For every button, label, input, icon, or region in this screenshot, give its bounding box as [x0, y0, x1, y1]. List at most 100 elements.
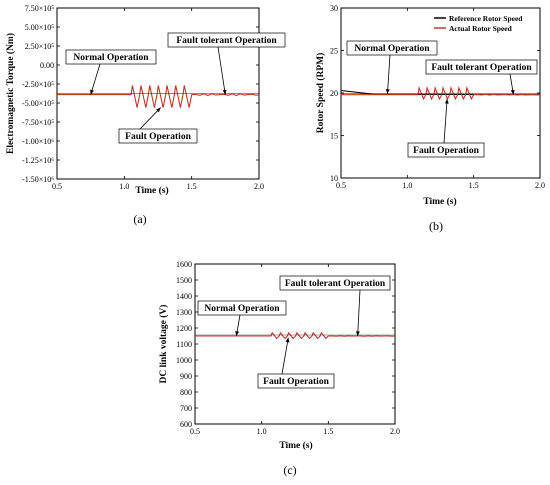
annotation-fault-tolerant-operation: Fault tolerant Operation	[279, 275, 391, 337]
y-tick-label: 20	[330, 89, 338, 98]
annotation-box	[167, 32, 286, 48]
y-tick-label: 10	[330, 174, 338, 183]
x-tick-label: 1.5	[323, 427, 333, 436]
chart-b: 0.5 1.0 1.5 2.0 10 15 20 25 30 Time (s) Rotor Spee…	[315, 4, 545, 233]
y-tick-label: 1500	[176, 276, 192, 285]
y-tick-label: 600	[180, 420, 192, 429]
annotation-box	[197, 300, 287, 316]
x-tick-label: 1.5	[187, 182, 197, 191]
annotation-text: Normal Operation	[73, 53, 149, 63]
x-tick-label: 1.0	[402, 181, 412, 190]
chart-a: 0.5 1.0 1.5 2.0 7.50×10⁵ 5.00×10⁵ 2.50×10⁵ 0.00…	[5, 4, 286, 226]
x-tick-label: 2.0	[390, 427, 400, 436]
annotation-box	[425, 59, 538, 75]
annotation-text: Fault Operation	[413, 146, 479, 156]
annotation-normal-operation: Normal Operation	[65, 49, 157, 95]
y-tick-label: 800	[180, 388, 192, 397]
annotation-fault-tolerant-operation: Fault tolerant Operation	[425, 59, 538, 95]
x-tick-label: 1.0	[119, 182, 129, 191]
annotation-text: Fault tolerant Operation	[176, 36, 277, 46]
y-axis-label: Rotor Speed (RPM)	[315, 53, 326, 134]
annotation-arrow	[217, 46, 226, 95]
annotation-arrow	[139, 107, 161, 130]
y-tick-label: 5.00×10⁵	[25, 23, 55, 32]
y-tick-label: 7.50×10⁵	[25, 4, 55, 13]
x-tick-label: 1.0	[257, 427, 267, 436]
y-axis-label: DC link voltage (V)	[158, 305, 169, 384]
annotation-arrowhead	[385, 89, 390, 94]
y-tick-label: 1600	[176, 260, 192, 269]
plot-area	[195, 331, 395, 340]
y-tick-label: 1400	[176, 292, 192, 301]
y-tick-label: -7.50×10⁵	[22, 118, 54, 127]
chart-c: 0.5 1.0 1.5 2.0 600 700 800 900 1000 1100 1200 1300…	[158, 260, 400, 477]
y-tick-label: 700	[180, 404, 192, 413]
annotation-fault-tolerant-operation: Fault tolerant Operation	[167, 32, 286, 95]
annotation-arrowhead	[90, 89, 94, 95]
annotation-arrowhead	[235, 331, 240, 336]
signal-line	[195, 331, 395, 340]
x-tick-label: 0.5	[336, 181, 346, 190]
y-tick-label: -1.50×10⁶	[22, 175, 54, 184]
annotation-fault-operation: Fault Operation	[407, 98, 485, 158]
y-tick-label: 2.50×10⁵	[25, 42, 55, 51]
x-tick-label: 2.0	[254, 182, 264, 191]
y-tick-label: 0.00	[40, 61, 54, 70]
annotation-normal-operation: Normal Operation	[346, 40, 438, 94]
y-tick-label: 30	[330, 4, 338, 13]
y-tick-label: -1.25×10⁶	[22, 156, 54, 165]
x-tick-label: 1.5	[469, 181, 479, 190]
annotation-text: Fault Operation	[125, 132, 191, 142]
y-axis-label: Electromagnetic Torque (Nm)	[5, 33, 16, 154]
annotation-arrowhead	[156, 107, 161, 113]
annotation-arrowhead	[222, 89, 227, 95]
x-tick-label: 2.0	[535, 181, 545, 190]
annotation-box	[257, 373, 335, 389]
panel-caption: (b)	[429, 219, 443, 233]
panel-caption: (c)	[283, 463, 296, 477]
y-tick-label: 1200	[176, 324, 192, 333]
annotation-fault-operation: Fault Operation	[118, 107, 198, 144]
annotation-arrowhead	[510, 89, 515, 95]
annotation-box	[279, 275, 391, 291]
x-tick-label: 0.5	[52, 182, 62, 191]
annotation-box	[65, 49, 157, 65]
y-tick-label: 900	[180, 372, 192, 381]
actual-rotor-speed-line	[341, 85, 540, 101]
y-tick-label: 1100	[176, 340, 192, 349]
annotation-fault-operation: Fault Operation	[257, 337, 335, 389]
annotation-arrowhead	[285, 337, 290, 343]
y-tick-label: 1300	[176, 308, 192, 317]
legend-entry: Actual Rotor Speed	[449, 24, 513, 33]
signal-line	[57, 85, 259, 108]
x-tick-label: 0.5	[190, 427, 200, 436]
annotation-arrowhead	[444, 98, 449, 104]
annotation-box	[346, 40, 438, 56]
x-axis-label: Time (s)	[423, 196, 456, 207]
plot-area	[341, 85, 540, 101]
annotation-arrowhead	[355, 331, 360, 336]
y-tick-label: 15	[330, 132, 338, 141]
annotation-text: Fault tolerant Operation	[285, 279, 386, 289]
x-axis-label: Time (s)	[135, 185, 168, 196]
y-tick-label: -2.50×10⁵	[22, 80, 54, 89]
y-tick-label: 1000	[176, 356, 192, 365]
panel-caption: (a)	[133, 212, 146, 226]
annotation-text: Normal Operation	[204, 304, 280, 314]
annotation-arrow	[90, 63, 101, 95]
annotation-text: Normal Operation	[354, 44, 430, 54]
y-tick-label: -1.00×10⁶	[22, 137, 54, 146]
annotation-arrow	[281, 337, 289, 375]
annotation-arrow	[387, 54, 391, 94]
annotation-box	[118, 128, 198, 144]
x-axis-label: Time (s)	[279, 440, 312, 451]
annotation-text: Fault tolerant Operation	[431, 63, 532, 73]
y-tick-label: 25	[330, 47, 338, 56]
legend-entry: Reference Rotor Speed	[449, 14, 523, 23]
annotation-arrow	[357, 289, 361, 337]
annotation-text: Fault Operation	[263, 377, 329, 387]
annotation-box	[407, 142, 485, 158]
plot-frame	[194, 263, 396, 425]
